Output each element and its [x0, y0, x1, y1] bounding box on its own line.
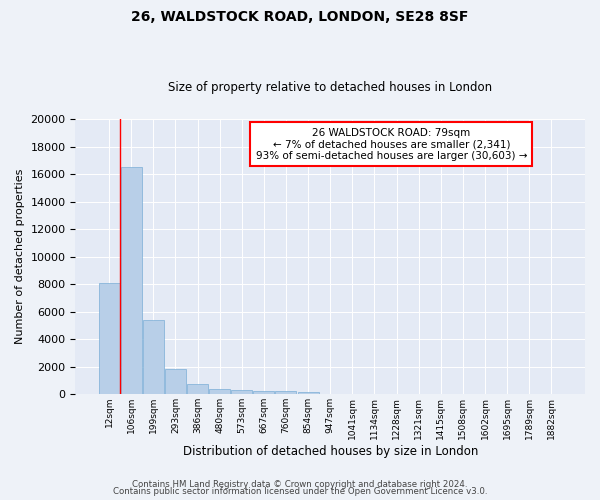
Y-axis label: Number of detached properties: Number of detached properties — [15, 169, 25, 344]
Text: Contains public sector information licensed under the Open Government Licence v3: Contains public sector information licen… — [113, 487, 487, 496]
Text: Contains HM Land Registry data © Crown copyright and database right 2024.: Contains HM Land Registry data © Crown c… — [132, 480, 468, 489]
Bar — [143, 320, 164, 394]
Bar — [275, 392, 296, 394]
Bar — [231, 390, 252, 394]
Bar — [187, 384, 208, 394]
Bar — [209, 389, 230, 394]
Title: Size of property relative to detached houses in London: Size of property relative to detached ho… — [168, 82, 492, 94]
Bar — [253, 391, 274, 394]
Bar — [165, 368, 186, 394]
Text: 26, WALDSTOCK ROAD, LONDON, SE28 8SF: 26, WALDSTOCK ROAD, LONDON, SE28 8SF — [131, 10, 469, 24]
Bar — [298, 392, 319, 394]
Text: 26 WALDSTOCK ROAD: 79sqm
← 7% of detached houses are smaller (2,341)
93% of semi: 26 WALDSTOCK ROAD: 79sqm ← 7% of detache… — [256, 128, 527, 160]
Bar — [98, 283, 119, 394]
Bar — [121, 168, 142, 394]
X-axis label: Distribution of detached houses by size in London: Distribution of detached houses by size … — [182, 444, 478, 458]
